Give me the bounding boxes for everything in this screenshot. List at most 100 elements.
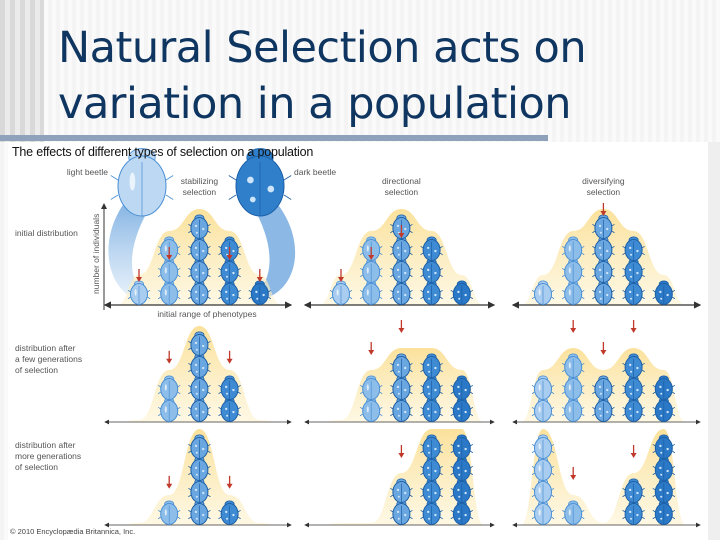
row-label-initial: initial distribution (15, 228, 105, 239)
beetle-icon (450, 500, 474, 525)
legend-light-beetle: light beetle (67, 167, 108, 177)
selection-arrow-head (338, 277, 344, 282)
selection-arrow-head (226, 483, 233, 489)
beetle-icon (420, 397, 443, 422)
legend-dark-beetle: dark beetle (294, 167, 336, 177)
beetle-icon (531, 375, 555, 400)
column-header-1: directional (382, 176, 421, 186)
row-label-line: of selection (15, 365, 58, 375)
column-header-1: selection (385, 187, 419, 197)
selection-arrow-head (226, 358, 233, 364)
selection-arrow-head (570, 328, 577, 333)
selection-arrow-head (166, 358, 173, 364)
column-header-0: stabilizing (181, 176, 219, 186)
beetle-icon (218, 258, 241, 283)
beetle-icon (188, 397, 211, 422)
y-axis-label: number of individuals (91, 214, 101, 294)
column-header-2: diversifying (582, 176, 625, 186)
beetle-icon (248, 280, 272, 305)
beetle-icon (188, 500, 211, 525)
beetle-icon (157, 375, 181, 400)
beetle-icon (329, 280, 353, 305)
slide-title-line-1: Natural Selection acts on (58, 23, 587, 73)
slide-title: Natural Selection acts on variation in a… (58, 20, 678, 132)
beetle-icon (390, 353, 413, 378)
title-underline-rule (0, 135, 548, 141)
row-label-more-generations: distribution after more generations of s… (15, 440, 105, 473)
beetle-icon (218, 375, 241, 400)
beetle-icon (622, 397, 645, 422)
beetle-icon (420, 456, 443, 481)
slide-title-line-2: variation in a population (58, 79, 572, 129)
row-label-line: a few generations (15, 354, 83, 364)
row-label-line: distribution after (15, 343, 76, 353)
row-label-line: distribution after (15, 440, 76, 450)
selection-arrow-head (600, 211, 607, 216)
selection-arrow-head (630, 453, 637, 458)
selection-arrow-head (600, 350, 607, 355)
beetle-icon (652, 375, 676, 400)
beetle-icon (561, 353, 585, 378)
copyright-notice: © 2010 Encyclopædia Britannica, Inc. (10, 527, 136, 536)
selection-arrow-head (226, 255, 233, 260)
dark-beetle-band (251, 202, 296, 300)
beetle-icon (450, 397, 474, 422)
row-label-line: initial distribution (15, 228, 78, 238)
beetle-icon (561, 397, 585, 422)
beetle-icon (420, 434, 443, 459)
beetle-icon (218, 500, 241, 525)
selection-arrow-head (166, 255, 173, 260)
selection-arrow-head (136, 277, 142, 282)
row-label-line: of selection (15, 462, 58, 472)
selection-arrow-head (398, 328, 405, 333)
beetle-icon (420, 353, 443, 378)
selection-arrow-head (398, 453, 405, 458)
beetle-icon (188, 214, 211, 239)
beetle-icon (450, 478, 474, 503)
beetle-icon (561, 280, 585, 305)
beetle-icon (127, 280, 151, 305)
light-beetle-band (108, 202, 148, 300)
beetle-icon (561, 375, 585, 400)
beetle-icon (450, 280, 474, 305)
beetle-icon (622, 236, 645, 261)
beetle-icon (592, 375, 615, 400)
x-axis-label: initial range of phenotypes (157, 309, 256, 319)
beetle-icon (561, 500, 585, 525)
selection-arrow-head (630, 328, 637, 333)
figure-canvas: light beetle dark beetle number of individ… (67, 148, 702, 528)
beetle-icon (420, 236, 443, 261)
beetle-icon (420, 258, 443, 283)
beetle-icon (188, 478, 211, 503)
figure-title: The effects of different types of select… (12, 145, 314, 159)
beetle-icon (622, 478, 645, 503)
beetle-icon (450, 456, 474, 481)
selection-types-figure: light beetle dark beetle number of individ… (8, 142, 708, 540)
row-label-few-generations: distribution after a few generations of … (15, 343, 105, 376)
selection-arrow-head (166, 483, 173, 489)
selection-arrow-head (256, 277, 263, 282)
row-label-line: more generations (15, 451, 82, 461)
beetle-icon (652, 434, 676, 459)
selection-arrow-head (570, 475, 577, 480)
beetle-icon (450, 375, 474, 400)
beetle-icon (359, 258, 383, 283)
beetle-icon (622, 375, 645, 400)
beetle-icon (188, 434, 211, 459)
beetle-icon (652, 397, 676, 422)
light-beetle-large-icon (110, 148, 174, 217)
beetle-icon (531, 434, 555, 459)
selection-arrow-head (368, 350, 375, 355)
slide-background-stripes (0, 0, 44, 142)
beetle-icon (622, 500, 645, 525)
beetle-icon (390, 478, 413, 503)
beetle-icon (592, 214, 615, 239)
beetle-icon (561, 236, 585, 261)
beetle-icon (188, 331, 211, 356)
dark-beetle-large-icon (228, 148, 292, 217)
selection-arrow-head (398, 233, 405, 238)
beetle-icon (531, 280, 555, 305)
beetle-icon (359, 375, 383, 400)
column-header-2: selection (587, 187, 621, 197)
beetle-icon (450, 434, 474, 459)
